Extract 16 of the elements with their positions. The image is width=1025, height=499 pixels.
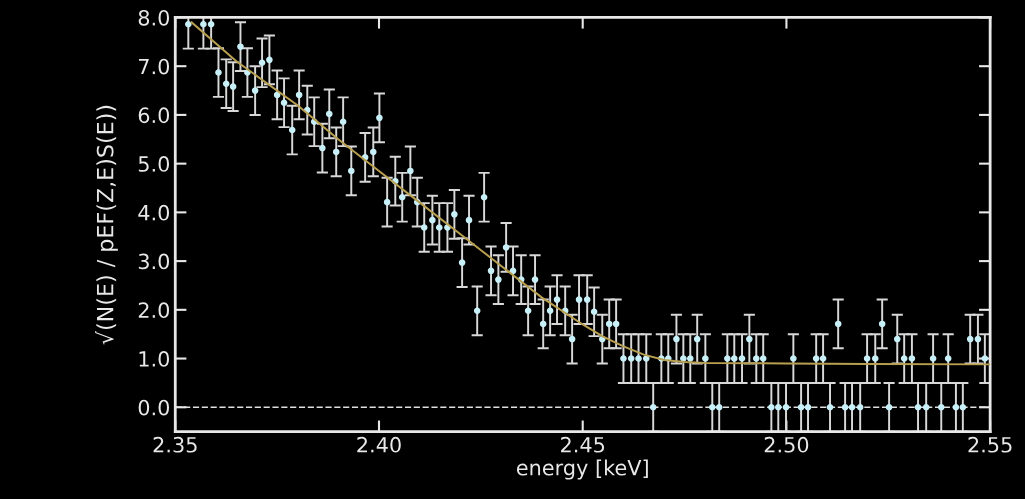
x-tick-label: 2.55 (968, 436, 1012, 453)
y-axis-title: √(N(E) / pEF(Z,E)S(E)) (95, 105, 118, 345)
x-tick-label: 2.45 (561, 436, 605, 453)
y-tick-label: 3.0 (138, 253, 170, 270)
y-tick-label: 0.0 (138, 399, 170, 416)
y-tick-label: 7.0 (138, 58, 170, 75)
y-tick-label: 8.0 (138, 9, 170, 26)
y-tick-label: 4.0 (138, 204, 170, 221)
y-tick-label: 5.0 (138, 156, 170, 172)
x-tick-label: 2.50 (764, 436, 809, 453)
y-tick-label: 1.0 (139, 351, 170, 367)
y-tick-label: 6.0 (138, 107, 170, 124)
x-tick-label: 2.40 (357, 436, 401, 453)
x-tick-label: 2.35 (153, 436, 197, 453)
x-axis-title: energy [keV] (516, 459, 648, 480)
y-tick-label: 2.0 (138, 302, 170, 319)
